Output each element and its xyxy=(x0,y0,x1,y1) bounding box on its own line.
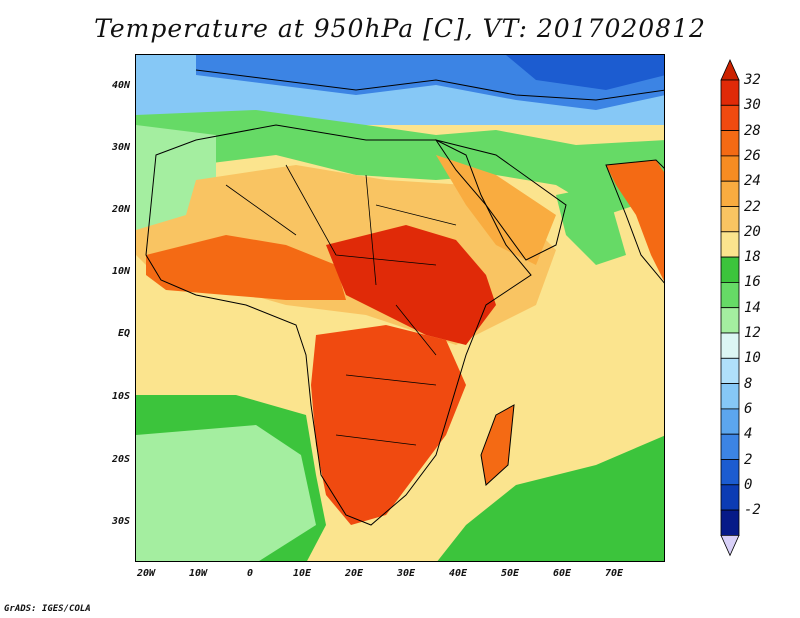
lon-label-10e: 10E xyxy=(292,568,312,579)
colorbar-tick-label: -2 xyxy=(744,502,761,519)
lon-label-50e: 50E xyxy=(500,568,520,579)
lon-label-10w: 10W xyxy=(188,568,208,579)
temperature-map xyxy=(136,55,664,561)
colorbar xyxy=(720,59,740,557)
lon-label-20e: 20E xyxy=(344,568,364,579)
colorbar-tick-label: 0 xyxy=(744,476,753,493)
colorbar-tick-label: 26 xyxy=(744,147,761,164)
madagascar-coastline xyxy=(480,404,515,486)
colorbar-tick-label: 20 xyxy=(744,223,761,240)
country-borders xyxy=(225,164,457,446)
lon-label-20w: 20W xyxy=(136,568,156,579)
west-africa-hot-field xyxy=(146,235,346,300)
east-europe-deep-blue xyxy=(506,55,664,90)
colorbar-segment xyxy=(720,155,740,182)
colorbar-tick-label: 24 xyxy=(744,173,761,190)
india-warm-field xyxy=(606,160,664,281)
lat-label-30s: 30S xyxy=(111,516,130,527)
east-africa-hot-field xyxy=(326,225,496,345)
colorbar-tick-label: 8 xyxy=(744,375,753,392)
north-africa-green-field xyxy=(136,110,664,215)
lat-label-eq: EQ xyxy=(117,328,130,339)
colorbar-segment xyxy=(720,383,740,410)
south-indian-green-field xyxy=(437,435,664,561)
colorbar-segment xyxy=(720,357,740,384)
colorbar-segment xyxy=(720,206,740,233)
lon-label-40e: 40E xyxy=(448,568,468,579)
colorbar-tick-label: 4 xyxy=(744,426,753,443)
africa-coastline xyxy=(145,124,532,526)
grads-credit: GrADS: IGES/COLA xyxy=(4,604,91,614)
colorbar-segment xyxy=(720,180,740,207)
arabia-coastline xyxy=(434,139,567,261)
arabia-warm-field xyxy=(436,155,556,265)
southern-africa-hot-field xyxy=(311,325,466,525)
colorbar-segment xyxy=(720,79,740,106)
map-title: Temperature at 950hPa [C], VT: 201702081… xyxy=(94,14,706,43)
colorbar-segment xyxy=(720,332,740,359)
colorbar-segment xyxy=(720,307,740,334)
colorbar-segment xyxy=(720,231,740,258)
colorbar-tick-label: 30 xyxy=(744,97,761,114)
colorbar-tick-label: 14 xyxy=(744,299,761,316)
colorbar-tick-label: 2 xyxy=(744,451,753,468)
lon-label-70e: 70E xyxy=(604,568,624,579)
madagascar-warm-field xyxy=(481,405,514,485)
colorbar-segment xyxy=(720,433,740,460)
colorbar-segment xyxy=(720,130,740,157)
india-coastline xyxy=(605,159,664,284)
arabian-sea-green-field xyxy=(556,185,626,265)
colorbar-segment xyxy=(720,459,740,486)
colorbar-tick-label: 32 xyxy=(744,72,761,88)
map-panel xyxy=(135,54,665,562)
colorbar-over-triangle xyxy=(720,59,740,81)
lon-label-0: 0 xyxy=(246,568,254,579)
lat-label-20n: 20N xyxy=(111,204,130,215)
colorbar-tick-label: 18 xyxy=(744,249,761,266)
lat-label-20s: 20S xyxy=(111,454,130,465)
colorbar-tick-label: 16 xyxy=(744,274,761,291)
colorbar-segment xyxy=(720,484,740,511)
colorbar-segment xyxy=(720,104,740,131)
colorbar-tick-label: 12 xyxy=(744,325,761,341)
lat-label-30n: 30N xyxy=(111,142,130,153)
europe-coastline xyxy=(195,69,664,101)
lon-label-30e: 30E xyxy=(396,568,416,579)
colorbar-under-triangle xyxy=(720,535,740,557)
colorbar-segment xyxy=(720,408,740,435)
colorbar-segment xyxy=(720,256,740,283)
colorbar-tick-label: 10 xyxy=(744,350,761,367)
colorbar-segment xyxy=(720,509,740,536)
lon-label-60e: 60E xyxy=(552,568,572,579)
lat-label-10n: 10N xyxy=(111,266,130,277)
colorbar-tick-label: 28 xyxy=(744,122,761,139)
colorbar-segment xyxy=(720,281,740,309)
colorbar-tick-label: 6 xyxy=(744,400,753,417)
lat-label-10s: 10S xyxy=(111,391,130,402)
lat-label-40n: 40N xyxy=(111,80,130,91)
colorbar-tick-label: 22 xyxy=(744,198,761,215)
south-atlantic-pale-field xyxy=(136,425,316,561)
